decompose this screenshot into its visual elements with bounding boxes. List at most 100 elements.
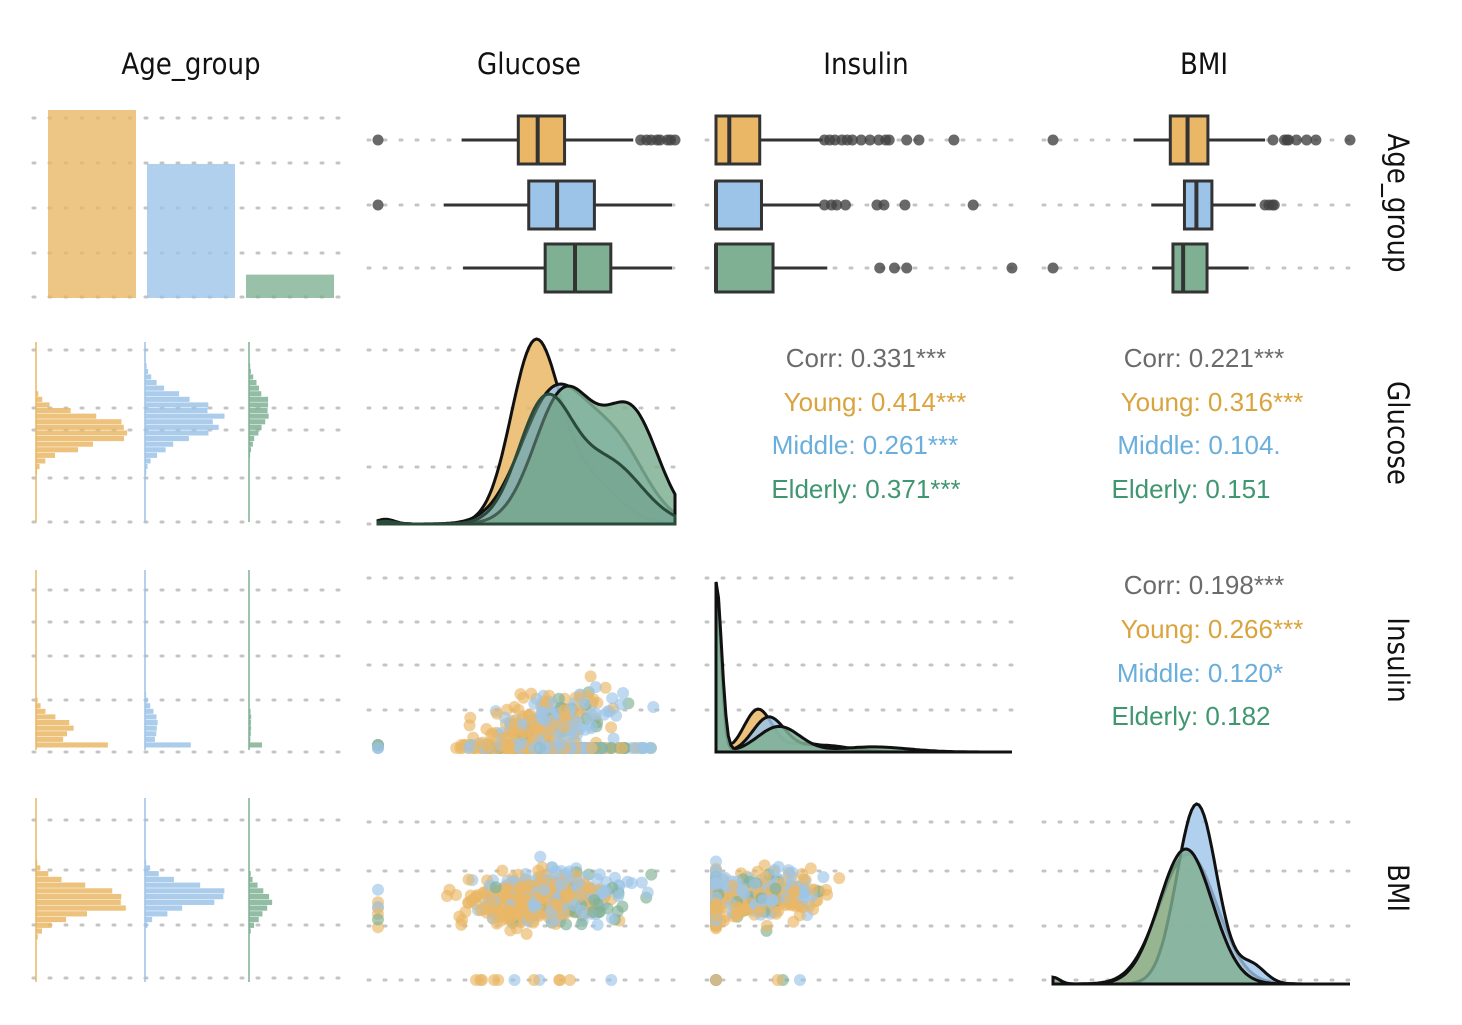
histogram-bin xyxy=(145,408,208,414)
corr-panel-glucose-bmi: Corr: 0.221*** Young: 0.316*** Middle: 0… xyxy=(1112,343,1304,504)
outlier-point xyxy=(864,134,876,146)
corr-panel-insulin-bmi: Corr: 0.198*** Young: 0.266*** Middle: 0… xyxy=(1112,570,1304,731)
scatter-point xyxy=(527,901,540,914)
scatter-point xyxy=(578,696,591,709)
histogram-bin xyxy=(36,697,38,703)
histogram-bin xyxy=(36,430,128,436)
scatter-point xyxy=(606,692,619,705)
scatter-point xyxy=(450,889,462,901)
scatter-point xyxy=(769,882,782,895)
scatter-point xyxy=(768,864,781,876)
box-middle xyxy=(714,179,763,231)
histogram-bin xyxy=(249,402,269,408)
histogram-bin xyxy=(145,882,201,888)
scatter-point xyxy=(585,882,598,895)
scatter-point xyxy=(520,927,533,940)
histogram-bin xyxy=(249,413,269,419)
scatter-point xyxy=(463,719,476,732)
row-header-bmi: BMI xyxy=(1381,864,1415,912)
outlier-point xyxy=(888,262,900,274)
density-bmi xyxy=(1051,802,1350,986)
histogram-insulin xyxy=(35,570,263,750)
scatter-point xyxy=(786,866,799,879)
histogram-bin xyxy=(249,441,253,447)
histogram-bin xyxy=(145,458,151,464)
histogram-bin xyxy=(145,703,151,709)
histogram-bin xyxy=(36,911,88,917)
histogram-bin xyxy=(36,708,46,714)
outlier-point xyxy=(878,199,890,211)
scatter-point xyxy=(759,871,772,884)
histogram-bin xyxy=(36,905,126,911)
histogram-bin xyxy=(249,452,251,458)
box-elderly xyxy=(1171,242,1209,294)
scatter-point xyxy=(710,904,722,917)
histogram-bin xyxy=(249,720,251,726)
corr-young-label: Young: 0.414*** xyxy=(784,387,967,417)
histogram-bin xyxy=(36,452,56,458)
histogram-bmi xyxy=(35,798,273,982)
scatter-point xyxy=(641,886,654,899)
scatter-insulin-bmi xyxy=(710,855,846,986)
histogram-bin xyxy=(145,697,148,703)
outlier-point xyxy=(831,199,843,211)
scatter-point xyxy=(766,894,779,906)
histogram-bin xyxy=(36,725,74,731)
histogram-bin xyxy=(145,905,183,911)
scatter-point xyxy=(605,742,618,754)
histogram-bin xyxy=(145,447,166,453)
histogram-bin xyxy=(36,888,113,894)
outlier-point xyxy=(1006,262,1018,274)
histogram-bin xyxy=(145,736,155,742)
scatter-point xyxy=(572,876,585,889)
histogram-bin xyxy=(36,742,108,748)
scatter-point xyxy=(560,918,573,931)
histogram-bin xyxy=(249,922,255,928)
scatter-point xyxy=(760,919,773,932)
scatter-point xyxy=(607,732,620,745)
scatter-point xyxy=(485,895,498,908)
histogram-bin xyxy=(145,436,189,442)
row-header-glucose: Glucose xyxy=(1381,381,1415,485)
scatter-point xyxy=(788,886,801,899)
histogram-bin xyxy=(249,742,263,748)
outlier-point xyxy=(1267,134,1279,146)
scatter-point xyxy=(597,887,610,900)
histogram-bin xyxy=(36,391,39,397)
scatter-point xyxy=(496,864,509,877)
scatter-point xyxy=(599,681,612,694)
grid-lines xyxy=(704,576,1024,712)
scatter-point xyxy=(526,718,539,731)
histogram-bin xyxy=(36,894,122,900)
corr-elderly-label: Elderly: 0.371*** xyxy=(771,474,960,504)
density-middle xyxy=(714,581,1012,754)
scatter-point xyxy=(629,742,642,754)
scatter-point xyxy=(749,878,761,891)
histogram-bin xyxy=(249,436,255,442)
histogram-bin xyxy=(145,894,224,900)
scatter-point xyxy=(563,974,576,986)
histogram-bin xyxy=(145,692,147,698)
histogram-bin xyxy=(36,736,64,742)
outlier-point xyxy=(948,134,960,146)
histogram-bin xyxy=(145,888,225,894)
histogram-bin xyxy=(36,916,67,923)
outlier-point xyxy=(1268,199,1280,211)
histogram-bin xyxy=(36,396,43,402)
histogram-bin xyxy=(249,731,251,737)
density-glucose xyxy=(376,337,677,526)
outlier-point xyxy=(1344,134,1356,146)
scatter-point xyxy=(528,697,541,710)
histogram-bin xyxy=(145,391,180,397)
histogram-bin xyxy=(145,865,151,871)
scatter-point xyxy=(568,899,581,912)
histogram-bin xyxy=(249,447,252,453)
outlier-point xyxy=(1301,134,1313,146)
scatter-point xyxy=(553,739,566,751)
histogram-bin xyxy=(145,402,209,408)
scatter-point xyxy=(485,728,498,741)
histogram-bin xyxy=(36,458,46,464)
scatter-point xyxy=(536,861,549,874)
scatter-point xyxy=(616,900,629,913)
histogram-bin xyxy=(145,430,209,436)
